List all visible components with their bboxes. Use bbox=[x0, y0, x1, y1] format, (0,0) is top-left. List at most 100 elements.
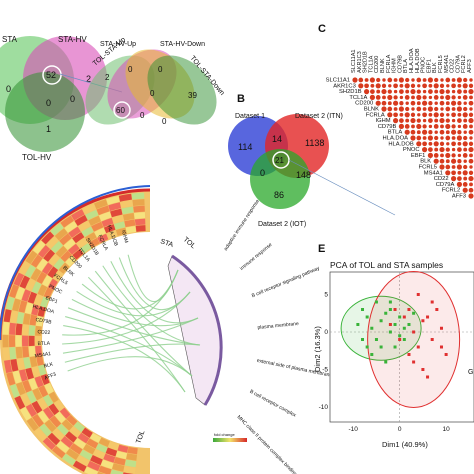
circos-heat-cell bbox=[19, 275, 30, 289]
circos-heat-cell bbox=[105, 447, 118, 457]
corr-cell bbox=[376, 89, 381, 94]
corr-cell bbox=[411, 95, 415, 100]
corr-cell bbox=[469, 153, 473, 158]
circos-heat-cell bbox=[29, 356, 38, 368]
pca-point bbox=[393, 323, 397, 326]
corr-cell bbox=[375, 95, 381, 100]
corr-cell bbox=[440, 124, 444, 129]
corr-cell bbox=[393, 112, 398, 118]
corr-cell bbox=[451, 124, 456, 129]
venn-b-value-21: 21 bbox=[275, 156, 284, 165]
circos-term-label: MHC class II protein complex binding bbox=[236, 414, 298, 474]
corr-top-label: MS4A1 bbox=[444, 55, 450, 73]
corr-cell bbox=[352, 77, 358, 83]
circos-heat-cell bbox=[20, 406, 32, 421]
circos-heat-cell bbox=[61, 419, 74, 431]
circos-heat-cell bbox=[43, 406, 55, 420]
circos-heatmap-bands bbox=[2, 192, 146, 474]
circos-heat-cell bbox=[50, 241, 63, 254]
pca-point bbox=[379, 319, 383, 323]
corr-cell bbox=[434, 89, 439, 94]
corr-diag-label: FCRLA bbox=[366, 112, 385, 118]
circos-heat-cell bbox=[127, 446, 138, 455]
venn-a-value-0b: 0 bbox=[70, 94, 75, 104]
pca-y-tick: 0 bbox=[324, 329, 328, 336]
corr-cell bbox=[439, 158, 445, 164]
corr-cell bbox=[422, 118, 427, 123]
circos-heat-cell bbox=[85, 209, 99, 221]
corr-cell bbox=[457, 130, 462, 135]
corr-cell bbox=[457, 101, 462, 106]
circos-heat-cell bbox=[115, 227, 127, 236]
corr-cell bbox=[463, 118, 468, 123]
venn-a-label-sta: STA bbox=[2, 35, 18, 44]
corr-cell bbox=[404, 112, 410, 118]
corr-cell bbox=[364, 89, 370, 95]
pca-confidence-ellipses bbox=[340, 271, 461, 408]
corr-cell bbox=[434, 147, 439, 152]
circos-heat-cell bbox=[65, 255, 77, 267]
corr-cell bbox=[457, 141, 462, 146]
corr-cell bbox=[434, 130, 438, 134]
corr-cell bbox=[446, 84, 450, 88]
circos-heat-cell bbox=[58, 262, 70, 274]
circos-heat-cell bbox=[134, 212, 146, 219]
pca-point bbox=[407, 323, 411, 326]
corr-cell bbox=[428, 124, 433, 129]
pca-point bbox=[416, 345, 420, 349]
circos-heat-cell bbox=[81, 427, 93, 438]
circos-heat-cell bbox=[126, 453, 138, 461]
corr-cell bbox=[440, 95, 444, 100]
corr-diag-label: FCRL5 bbox=[419, 165, 437, 171]
circos-heat-cell bbox=[47, 278, 58, 290]
corr-cell bbox=[451, 129, 457, 135]
circos-heat-cell bbox=[22, 380, 32, 393]
corr-cell bbox=[451, 158, 457, 164]
circos-heat-cell bbox=[3, 359, 13, 374]
pca-point bbox=[430, 338, 434, 341]
circos-heat-cell bbox=[96, 205, 110, 216]
corr-cell bbox=[422, 107, 427, 111]
corr-cell bbox=[451, 141, 456, 147]
circos-heat-cell bbox=[81, 226, 94, 237]
corr-cell bbox=[440, 153, 444, 158]
pca-x-tick: 0 bbox=[398, 426, 402, 433]
corr-cell bbox=[440, 78, 444, 82]
pca-point bbox=[398, 315, 402, 319]
circos-term-sector bbox=[167, 255, 222, 406]
circos-heat-cell bbox=[94, 199, 108, 210]
pca-point bbox=[430, 300, 434, 304]
circos-heat-cell bbox=[125, 225, 137, 234]
circos-heat-cell bbox=[120, 200, 133, 209]
circos-heat-cell bbox=[69, 426, 81, 438]
pca-point bbox=[407, 308, 411, 311]
corr-cell bbox=[369, 77, 375, 83]
corr-cell bbox=[457, 153, 462, 158]
pca-point bbox=[388, 300, 392, 304]
corr-top-label: IGHM bbox=[392, 58, 398, 73]
venn-a-label-stahv: STA-HV bbox=[58, 35, 87, 44]
pca-point bbox=[374, 338, 378, 341]
corr-diag-label: CD79B bbox=[378, 124, 397, 130]
corr-cell bbox=[463, 159, 467, 163]
circos-heat-cell bbox=[23, 313, 31, 325]
pca-point bbox=[407, 353, 411, 356]
panel-letter-c: C bbox=[318, 23, 326, 35]
circos-heat-cell bbox=[38, 364, 47, 376]
corr-top-label: HLA.DOB bbox=[415, 48, 421, 73]
venn4-value-0a: 0 bbox=[128, 65, 133, 74]
corr-cell bbox=[463, 101, 467, 105]
corr-cell bbox=[468, 89, 474, 95]
corr-cell bbox=[364, 78, 369, 82]
corr-cell bbox=[375, 100, 381, 106]
circos-heat-cell bbox=[41, 231, 55, 245]
circos-heat-cell bbox=[71, 209, 85, 221]
circos-gene-label: MS4A1 bbox=[34, 351, 51, 359]
venn-b-value-114: 114 bbox=[238, 142, 252, 152]
corr-cell bbox=[405, 106, 410, 112]
corr-cell bbox=[451, 100, 457, 106]
corr-cell bbox=[462, 182, 468, 187]
circos-heat-cell bbox=[42, 437, 56, 451]
corr-cell bbox=[440, 136, 444, 140]
corr-cell bbox=[457, 118, 462, 123]
